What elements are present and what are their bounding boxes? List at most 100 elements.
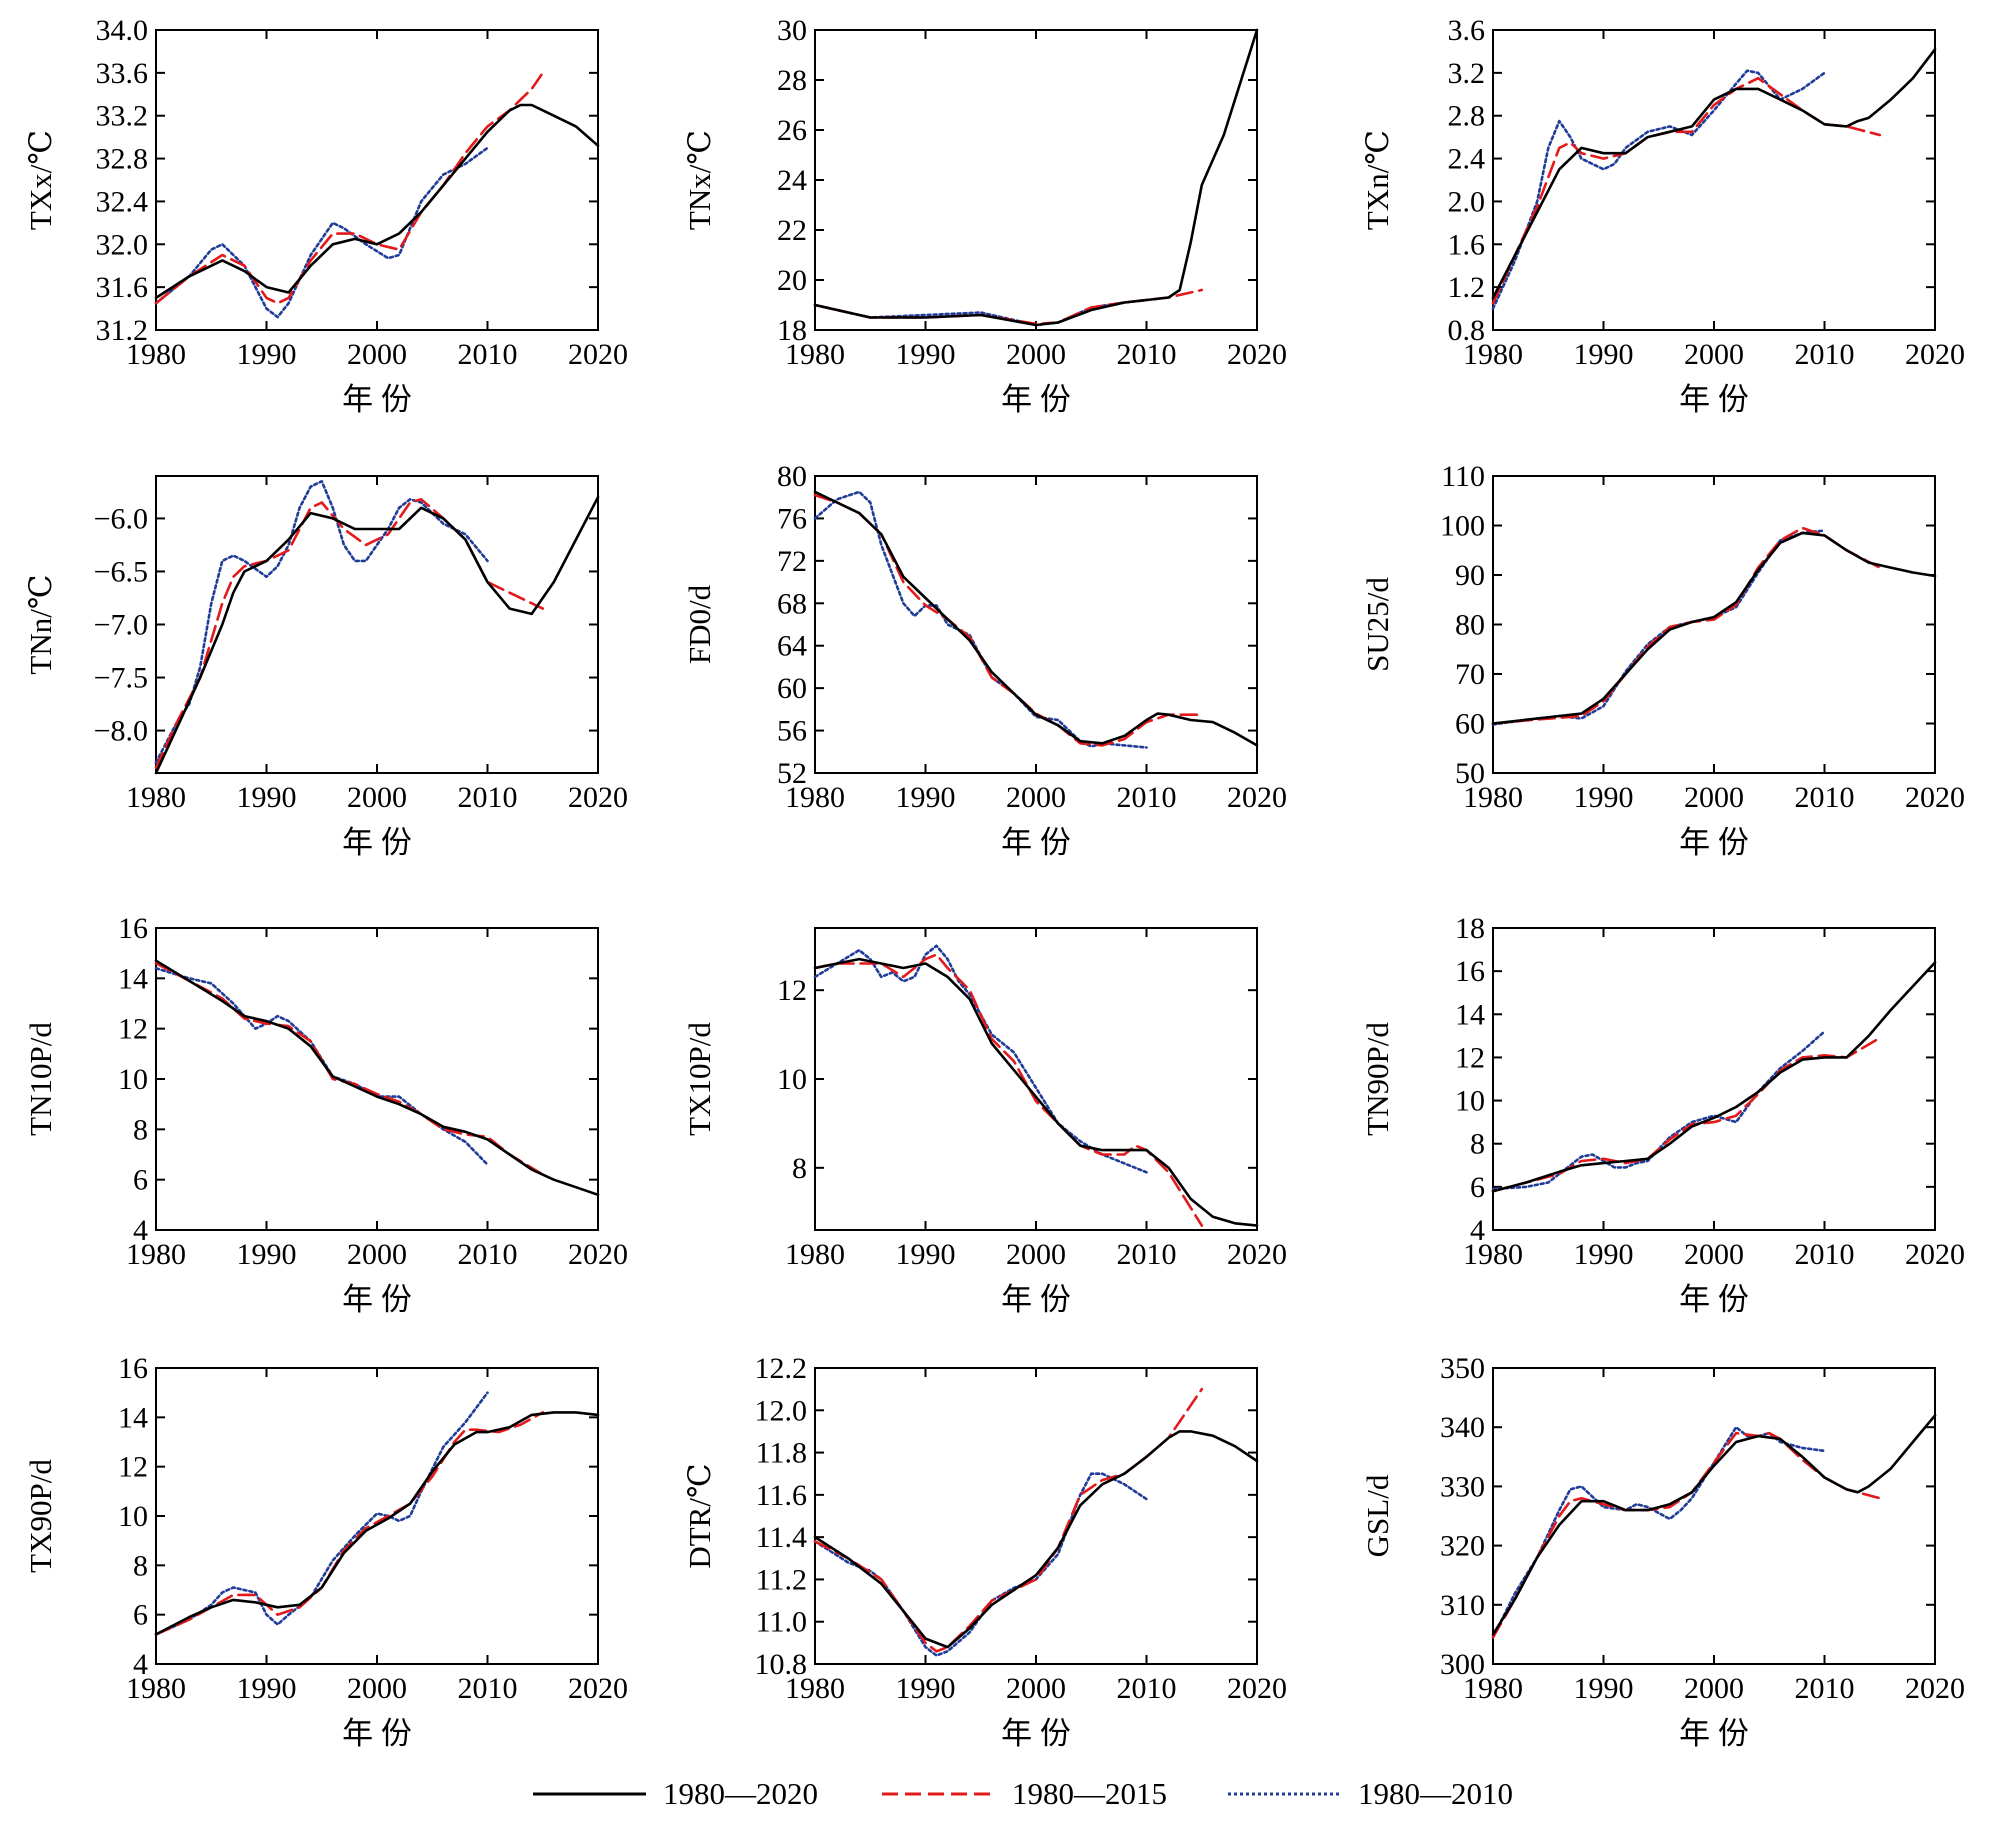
x-axis-title: 年 份 xyxy=(1679,825,1749,860)
series-line-1980—2010 xyxy=(154,480,489,764)
y-tick-label: 320 xyxy=(1440,1530,1485,1563)
y-tick-label: 330 xyxy=(1440,1470,1485,1503)
y-tick-label: 50 xyxy=(1455,757,1485,790)
y-tick-label: 310 xyxy=(1440,1589,1485,1622)
y-tick-label: 16 xyxy=(118,1352,148,1385)
y-tick-label: 10 xyxy=(118,1500,148,1533)
y-tick-label: 11.2 xyxy=(756,1563,807,1596)
x-axis-title: 年 份 xyxy=(342,382,412,417)
x-axis-title: 年 份 xyxy=(1679,1716,1749,1751)
y-axis-title: TXx/℃ xyxy=(23,130,58,230)
y-tick-label: 110 xyxy=(1441,460,1485,493)
x-tick-label: 1990 xyxy=(896,338,956,371)
x-tick-label: 2010 xyxy=(458,1238,518,1271)
x-tick-label: 2010 xyxy=(458,781,518,814)
y-tick-label: 8 xyxy=(133,1113,148,1146)
legend-label: 1980—2015 xyxy=(1012,1776,1167,1811)
chart-panel-7: 1980 1990 2000 2010 2020 4 6 8 10 12 14 16 年 份 TN10P/… xyxy=(23,912,628,1317)
x-tick-label: 2010 xyxy=(1117,338,1177,371)
y-axis-title: DTR/℃ xyxy=(682,1463,717,1568)
y-tick-label: 18 xyxy=(777,314,807,347)
y-tick-label: 18 xyxy=(1455,912,1485,945)
x-tick-label: 1990 xyxy=(896,781,956,814)
series-line-1980—2020 xyxy=(813,957,1259,1227)
series-line-1980—2020 xyxy=(154,103,600,300)
x-tick-label: 1980 xyxy=(785,1672,845,1705)
y-tick-label: 33.6 xyxy=(96,57,149,90)
x-tick-label: 2010 xyxy=(1117,1238,1177,1271)
chart-panel-11: 1980 1990 2000 2010 2020 10.8 11.0 11.2 11.4 11.6… xyxy=(682,1352,1287,1751)
y-tick-label: 4 xyxy=(133,1214,148,1247)
series-line-1980—2020 xyxy=(813,1430,1259,1649)
y-tick-label: 28 xyxy=(777,64,807,97)
series-line-1980—2020 xyxy=(154,495,600,775)
y-tick-label: 4 xyxy=(1470,1214,1485,1247)
y-tick-label: 1.2 xyxy=(1448,271,1486,304)
y-tick-label: 12.0 xyxy=(755,1394,808,1427)
y-tick-label: 32.8 xyxy=(96,143,149,176)
x-tick-label: 2020 xyxy=(1227,338,1287,371)
chart-panel-4: 1980 1990 2000 2010 2020 −8.0 −7.5 −7.0 −6.5 −6.0… xyxy=(23,475,628,860)
x-tick-label: 2020 xyxy=(568,781,628,814)
x-axis-title: 年 份 xyxy=(342,1716,412,1751)
series-line-1980—2015 xyxy=(1491,1036,1882,1193)
y-tick-label: 2.0 xyxy=(1448,185,1486,218)
y-tick-label: 6 xyxy=(1470,1171,1485,1204)
y-tick-label: 300 xyxy=(1440,1648,1485,1681)
series-line-1980—2010 xyxy=(154,1391,489,1636)
plot-frame xyxy=(1492,29,1936,331)
plot-frame xyxy=(1492,927,1936,1231)
y-axis-title: GSL/d xyxy=(1360,1474,1395,1557)
x-tick-label: 1990 xyxy=(1574,1672,1634,1705)
y-tick-label: 8 xyxy=(133,1549,148,1582)
x-tick-label: 2010 xyxy=(1795,781,1855,814)
y-axis-title: TX10P/d xyxy=(682,1022,717,1136)
plot-frame xyxy=(155,1367,599,1665)
y-tick-label: 2.8 xyxy=(1448,100,1486,133)
plot-frame xyxy=(155,29,599,331)
x-tick-label: 2020 xyxy=(1227,781,1287,814)
x-tick-label: 2020 xyxy=(1905,338,1965,371)
plot-frame xyxy=(814,927,1258,1231)
x-tick-label: 1980 xyxy=(126,1238,186,1271)
y-tick-label: 33.2 xyxy=(96,100,149,133)
series-line-1980—2010 xyxy=(1491,1425,1826,1639)
x-tick-label: 2000 xyxy=(347,781,407,814)
x-tick-label: 2020 xyxy=(568,338,628,371)
y-tick-label: 80 xyxy=(1455,609,1485,642)
y-tick-label: 10.8 xyxy=(755,1648,808,1681)
chart-panel-6: 1980 1990 2000 2010 2020 50 60 70 80 90 100 110 年 份 S… xyxy=(1360,460,1965,860)
series-line-1980—2010 xyxy=(154,146,489,319)
y-tick-label: 10 xyxy=(1455,1085,1485,1118)
chart-panel-12: 1980 1990 2000 2010 2020 300 310 320 330 340 350 年 … xyxy=(1360,1352,1965,1751)
y-tick-label: 16 xyxy=(1455,955,1485,988)
x-axis-title: 年 份 xyxy=(1001,1282,1071,1317)
series-line-1980—2015 xyxy=(813,493,1204,747)
y-tick-label: 14 xyxy=(1455,998,1485,1031)
chart-panel-5: 1980 1990 2000 2010 2020 52 56 60 64 68 72 76 80 年 份 F… xyxy=(682,460,1287,860)
series-line-1980—2010 xyxy=(1491,69,1826,310)
x-tick-label: 2000 xyxy=(1684,338,1744,371)
y-tick-label: −7.0 xyxy=(94,609,148,642)
y-tick-label: 20 xyxy=(777,264,807,297)
y-tick-label: 2.4 xyxy=(1448,143,1486,176)
x-tick-label: 2000 xyxy=(347,338,407,371)
y-tick-label: 1.6 xyxy=(1448,228,1486,261)
x-tick-label: 2010 xyxy=(458,338,518,371)
x-tick-label: 1990 xyxy=(237,1238,297,1271)
y-axis-title: TN90P/d xyxy=(1360,1022,1395,1136)
y-tick-label: 72 xyxy=(777,545,807,578)
legend-label: 1980—2010 xyxy=(1358,1776,1513,1811)
y-tick-label: 60 xyxy=(1455,708,1485,741)
x-axis-title: 年 份 xyxy=(1679,1282,1749,1317)
plot-frame xyxy=(814,475,1258,774)
y-tick-label: 3.6 xyxy=(1448,14,1486,47)
chart-panel-10: 1980 1990 2000 2010 2020 4 6 8 10 12 14 16 年 份 TX90P/… xyxy=(23,1352,628,1751)
y-axis-title: SU25/d xyxy=(1360,577,1395,672)
legend-label: 1980—2020 xyxy=(663,1776,818,1811)
series-line-1980—2020 xyxy=(154,959,600,1197)
x-tick-label: 1980 xyxy=(785,338,845,371)
series-line-1980—2015 xyxy=(154,1411,545,1636)
y-tick-label: 31.6 xyxy=(96,271,149,304)
plot-frame xyxy=(1492,475,1936,774)
